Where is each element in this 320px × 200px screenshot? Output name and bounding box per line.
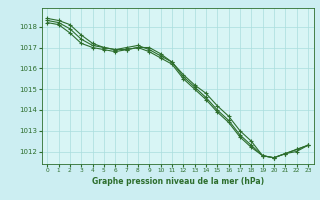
X-axis label: Graphe pression niveau de la mer (hPa): Graphe pression niveau de la mer (hPa) (92, 177, 264, 186)
